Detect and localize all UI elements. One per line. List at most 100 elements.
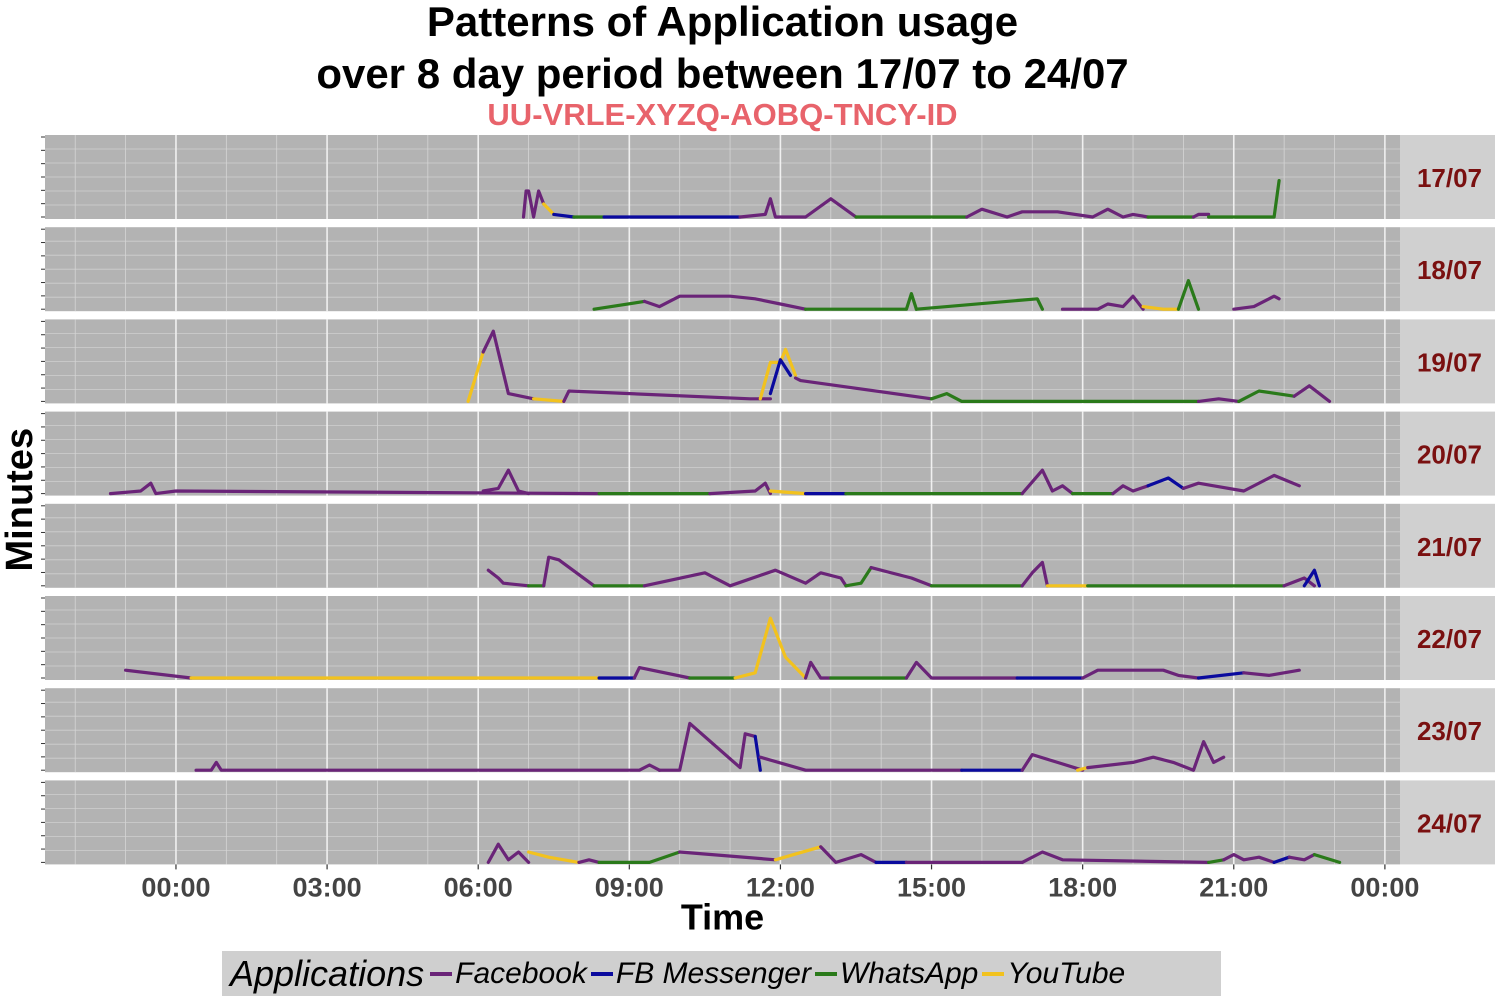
series-line-fb-messenger xyxy=(1196,671,1246,680)
series-line-whatsapp xyxy=(1312,853,1342,864)
series-line-facebook xyxy=(1111,484,1150,496)
facet-strip-6 xyxy=(1400,688,1495,773)
series-line-facebook xyxy=(632,666,692,680)
series-line-facebook xyxy=(1242,668,1301,677)
series-line-fb-messenger xyxy=(1272,855,1291,864)
series-line-facebook xyxy=(793,376,934,401)
series-line-facebook xyxy=(521,189,546,219)
series-line-youtube xyxy=(773,845,823,862)
series-line-facebook xyxy=(708,481,772,496)
legend-label-youtube: YouTube xyxy=(1007,956,1126,990)
series-line-whatsapp xyxy=(1237,389,1296,403)
series-line-whatsapp xyxy=(592,299,646,311)
legend-item-whatsapp: WhatsApp xyxy=(814,956,979,991)
x-tick-label: 00:00 xyxy=(141,872,210,902)
series-line-facebook xyxy=(1222,853,1276,864)
x-tick-label: 12:00 xyxy=(746,872,815,902)
x-tick-label: 18:00 xyxy=(1048,872,1117,902)
series-line-facebook xyxy=(678,850,777,862)
series-line-facebook xyxy=(108,481,601,496)
series-line-facebook xyxy=(486,842,531,864)
facet-label-22/07: 22/07 xyxy=(1417,624,1482,654)
series-line-whatsapp xyxy=(1207,858,1226,864)
series-line-fb-messenger xyxy=(768,358,793,396)
series-line-fb-messenger xyxy=(753,734,762,772)
series-line-youtube xyxy=(1141,305,1180,311)
facet-strip-3 xyxy=(1400,411,1495,496)
series-line-fb-messenger xyxy=(1302,568,1321,588)
series-line-facebook xyxy=(194,760,662,772)
legend: Applications Facebook FB Messenger Whats… xyxy=(222,951,1221,996)
series-line-facebook xyxy=(657,721,757,772)
series-line-youtube xyxy=(1076,766,1090,772)
series-line-facebook xyxy=(642,294,808,311)
series-line-whatsapp xyxy=(1176,279,1201,311)
series-line-fb-messenger xyxy=(552,212,576,219)
facet-strip-0 xyxy=(1400,135,1495,219)
series-line-facebook xyxy=(1181,473,1301,493)
series-line-youtube xyxy=(768,489,808,496)
x-tick-label: 21:00 xyxy=(1199,872,1268,902)
series-line-facebook xyxy=(481,468,531,496)
series-line-youtube xyxy=(532,397,566,403)
legend-key-youtube xyxy=(982,971,1005,976)
series-line-youtube xyxy=(542,202,556,216)
series-line-facebook xyxy=(1086,740,1226,772)
series-line-whatsapp xyxy=(914,297,1044,311)
legend-key-fb-messenger xyxy=(590,971,613,976)
facet-strip-7 xyxy=(1400,780,1495,865)
facet-label-24/07: 24/07 xyxy=(1417,808,1482,838)
x-tick-label: 06:00 xyxy=(444,872,513,902)
series-line-facebook xyxy=(577,858,601,864)
facet-label-21/07: 21/07 xyxy=(1417,532,1482,562)
series-line-whatsapp xyxy=(844,566,873,588)
chart-subtitle: UU-VRLE-XYZQ-AOBQ-TNCY-ID xyxy=(487,97,958,132)
chart-title-line-1: Patterns of Application usage xyxy=(426,0,1019,45)
series-line-youtube xyxy=(466,350,485,403)
series-line-facebook xyxy=(965,207,1150,219)
series-line-facebook xyxy=(1020,560,1049,588)
x-tick-label: 00:00 xyxy=(1350,872,1419,902)
series-line-facebook xyxy=(758,755,964,772)
series-line-facebook xyxy=(1020,753,1085,772)
series-line-youtube xyxy=(527,850,581,864)
series-line-facebook xyxy=(804,660,833,680)
facet-strip-1 xyxy=(1400,227,1495,312)
series-line-facebook xyxy=(124,668,193,680)
series-line-whatsapp xyxy=(597,850,682,864)
series-line-facebook xyxy=(1191,212,1211,219)
series-line-facebook xyxy=(481,329,536,401)
facet-label-19/07: 19/07 xyxy=(1417,347,1482,377)
facet-label-20/07: 20/07 xyxy=(1417,440,1482,470)
series-line-facebook xyxy=(904,660,1019,680)
series-line-facebook xyxy=(1081,668,1201,680)
chart-title-line-2: over 8 day period between 17/07 to 24/07 xyxy=(316,50,1129,97)
legend-item-fb-messenger: FB Messenger xyxy=(590,957,811,991)
facet-label-17/07: 17/07 xyxy=(1417,163,1482,193)
series-line-facebook xyxy=(486,568,531,588)
series-line-facebook xyxy=(642,568,848,588)
series-line-facebook xyxy=(1292,384,1332,403)
facet-label-18/07: 18/07 xyxy=(1417,255,1482,285)
legend-label-facebook: Facebook xyxy=(455,956,587,990)
x-axis-title: Time xyxy=(681,896,764,937)
facet-label-23/07: 23/07 xyxy=(1417,716,1482,746)
legend-key-facebook xyxy=(430,971,453,976)
legend-label-whatsapp: WhatsApp xyxy=(839,956,979,990)
series-line-fb-messenger xyxy=(1146,476,1185,490)
series-line-facebook xyxy=(1020,850,1211,864)
series-line-whatsapp xyxy=(804,292,918,311)
series-line-facebook xyxy=(869,566,934,588)
series-line-whatsapp xyxy=(929,392,1201,403)
y-axis-title: Minutes xyxy=(0,428,41,572)
x-tick-label: 15:00 xyxy=(897,872,966,902)
x-tick-label: 09:00 xyxy=(595,872,664,902)
legend-key-whatsapp xyxy=(814,971,837,976)
facet-strip-4 xyxy=(1400,503,1495,588)
series-line-facebook xyxy=(819,845,878,864)
series-line-facebook xyxy=(1282,576,1316,588)
series-line-facebook xyxy=(1060,294,1145,311)
series-line-facebook xyxy=(1196,397,1241,403)
facet-strip-5 xyxy=(1400,596,1495,680)
series-line-facebook xyxy=(1232,294,1281,311)
